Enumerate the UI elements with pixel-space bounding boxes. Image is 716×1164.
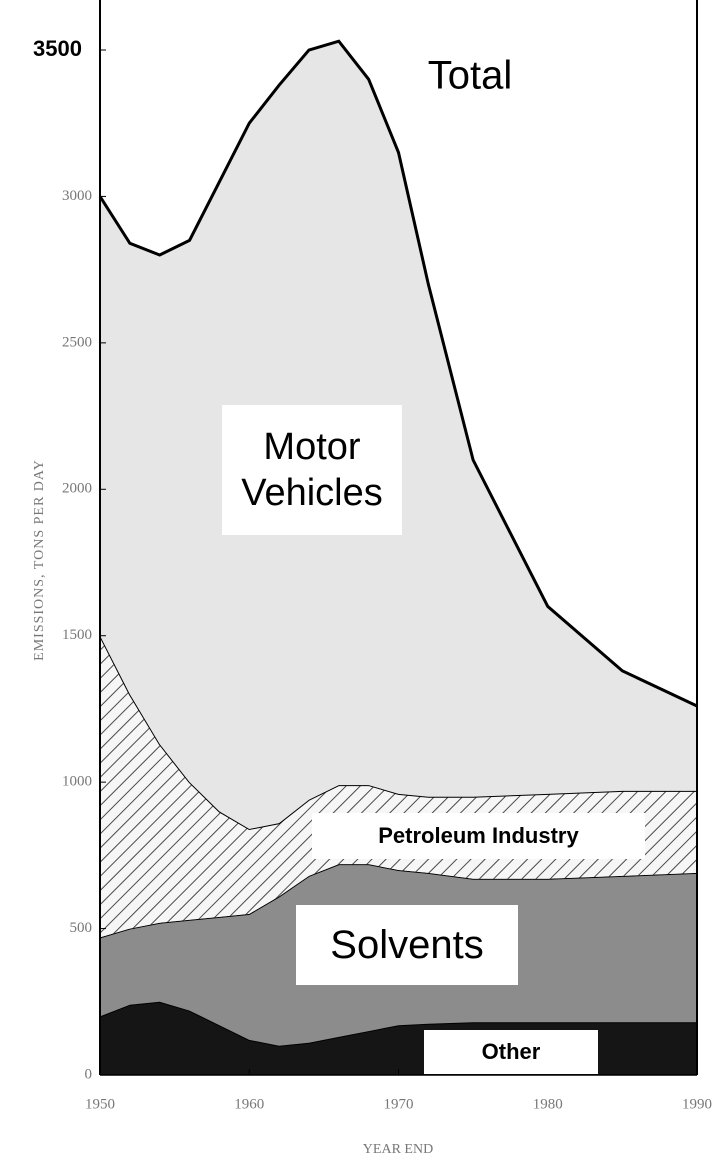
area-edge (98, 39, 698, 708)
total-label: Total (428, 54, 513, 98)
y-tick-label: 1000 (62, 774, 92, 790)
y-tick-label: 2000 (62, 481, 92, 497)
series-label: Other (424, 1030, 598, 1074)
y-axis-label: EMISSIONS, TONS PER DAY (32, 459, 47, 661)
series-label: Motor Vehicles (222, 405, 402, 535)
series-label: Solvents (296, 905, 518, 985)
x-tick-label: 1980 (533, 1096, 563, 1112)
y-tick-label: 1500 (62, 627, 92, 643)
x-tick-label: 1950 (85, 1096, 115, 1112)
x-tick-label: 1970 (384, 1096, 414, 1112)
y-tick-label: 2500 (62, 334, 92, 350)
y-tick-label: 0 (85, 1066, 93, 1082)
y-tick-label: 500 (70, 920, 93, 936)
x-tick-label: 1990 (682, 1096, 712, 1112)
x-axis-label: YEAR END (363, 1142, 433, 1157)
area-edge (99, 1000, 697, 1047)
y-tick-label: 3000 (62, 188, 92, 204)
x-tick-label: 1960 (234, 1096, 264, 1112)
series-label: Petroleum Industry (312, 813, 645, 859)
area-hatch (100, 635, 697, 938)
y-tick-label: 3500 (33, 36, 82, 61)
